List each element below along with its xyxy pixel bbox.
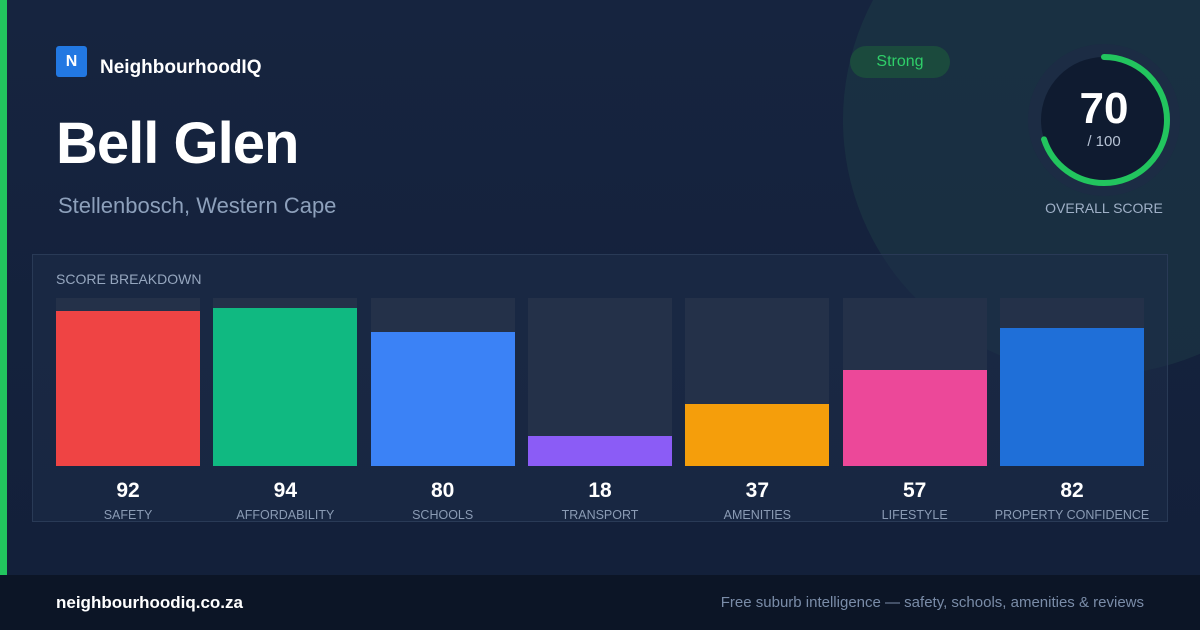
- bar-label: AFFORDABILITY: [236, 508, 335, 522]
- card-main: N NeighbourhoodIQ Bell Glen Stellenbosch…: [0, 0, 1200, 575]
- score-breakdown-title: SCORE BREAKDOWN: [56, 271, 202, 287]
- bar-value: 18: [588, 479, 612, 502]
- footer-tagline: Free suburb intelligence — safety, schoo…: [720, 594, 1144, 611]
- overall-score-ring: 70 / 100: [1028, 44, 1180, 196]
- brand-name: NeighbourhoodIQ: [100, 57, 262, 78]
- bar-track: [1000, 298, 1144, 466]
- score-breakdown-chart: 92 SAFETY 94 AFFORDABILITY 80 SCHOOLS 18 TRANSP…: [56, 298, 1149, 528]
- bar-fill: [56, 311, 200, 466]
- score-bar-amenities: 37 AMENITIES: [685, 298, 830, 528]
- footer-url[interactable]: neighbourhoodiq.co.za: [56, 593, 243, 612]
- bar-fill: [685, 403, 830, 466]
- bar-track: [842, 298, 987, 466]
- footer: neighbourhoodiq.co.za Free suburb intell…: [0, 575, 1200, 630]
- bar-fill: [213, 308, 358, 466]
- bar-fill: [1000, 328, 1144, 466]
- bar-value: 82: [1060, 479, 1084, 502]
- score-bar-transport: 18 TRANSPORT: [528, 298, 672, 528]
- rating-badge: Strong: [850, 46, 950, 78]
- bar-fill: [370, 331, 515, 466]
- overall-score-label: OVERALL SCORE: [1045, 200, 1163, 216]
- score-bar-schools: 80 SCHOOLS: [370, 298, 515, 528]
- bar-value: 37: [745, 479, 769, 502]
- bar-label: SCHOOLS: [412, 508, 474, 522]
- score-bar-affordability: 94 AFFORDABILITY: [213, 298, 358, 528]
- bar-track: [528, 298, 672, 466]
- score-bar-property-confidence: 82 PROPERTY CONFIDENCE: [995, 298, 1149, 528]
- score-progress-arc: [1038, 54, 1170, 186]
- logo-icon: N: [56, 46, 87, 77]
- bar-label: PROPERTY CONFIDENCE: [994, 508, 1150, 522]
- bar-label: SAFETY: [103, 508, 153, 522]
- bar-label: LIFESTYLE: [881, 508, 948, 522]
- bar-fill: [528, 435, 672, 466]
- bar-track: [56, 298, 200, 466]
- bar-value: 80: [430, 479, 455, 502]
- bar-label: AMENITIES: [723, 508, 792, 522]
- overall-score-max: / 100: [1087, 133, 1121, 150]
- suburb-location: Stellenbosch, Western Cape: [58, 193, 337, 218]
- bar-value: 94: [273, 479, 297, 502]
- score-bar-lifestyle: 57 LIFESTYLE: [842, 298, 987, 528]
- suburb-title: Bell Glen: [56, 111, 299, 176]
- bar-value: 57: [902, 479, 927, 502]
- score-bar-safety: 92 SAFETY: [56, 298, 200, 528]
- accent-bar: [0, 0, 7, 575]
- score-ring-graphic: [1028, 44, 1180, 196]
- bar-value: 92: [116, 479, 140, 502]
- bar-fill: [842, 370, 987, 466]
- bar-track: [685, 298, 830, 466]
- bar-label: TRANSPORT: [561, 508, 639, 522]
- overall-score-value: 70: [1079, 84, 1129, 133]
- bar-track: [213, 298, 358, 466]
- bar-track: [370, 298, 515, 466]
